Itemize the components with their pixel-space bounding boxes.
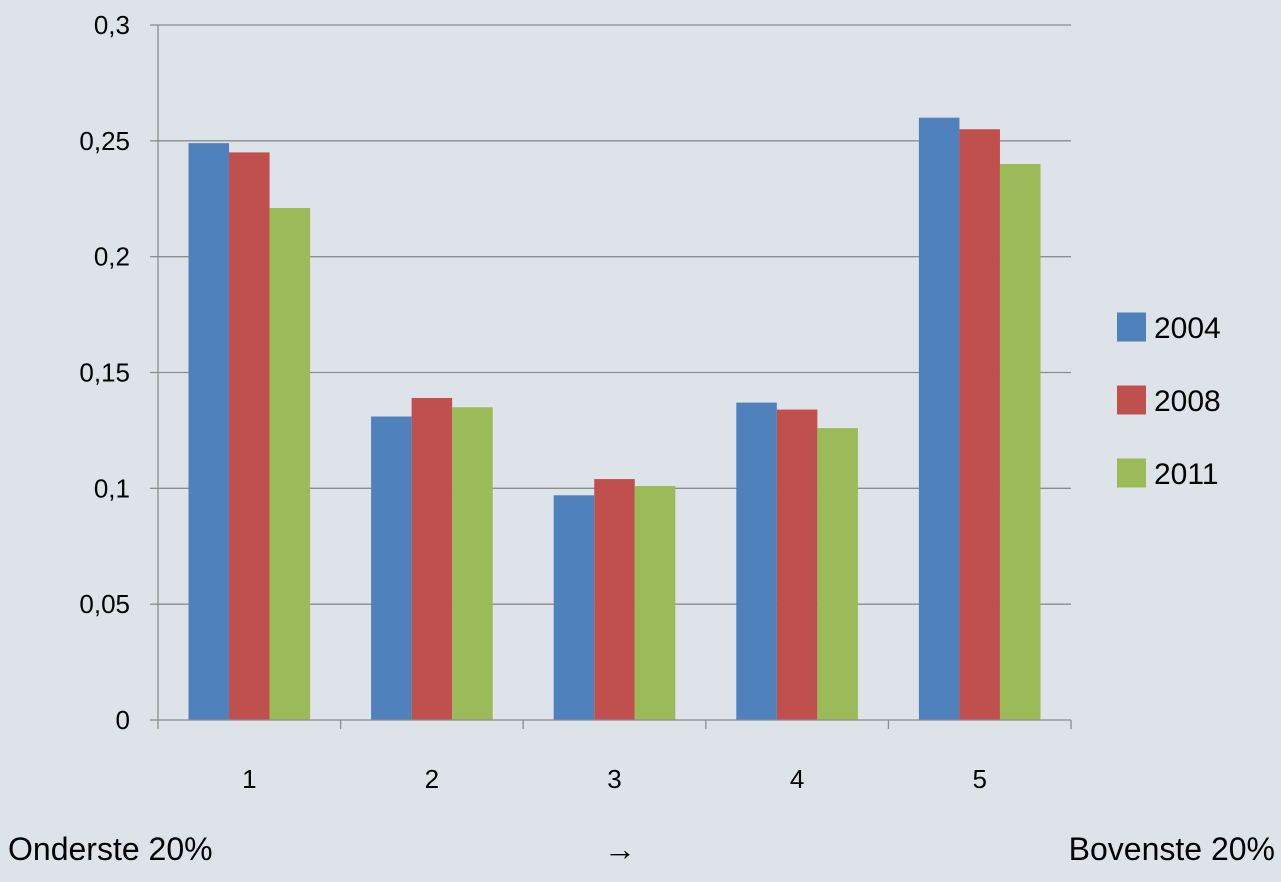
bar-2008-2 bbox=[411, 397, 453, 720]
bar-2008-4 bbox=[776, 409, 818, 720]
y-tick-label: 0 bbox=[116, 705, 130, 735]
x-tick-label: 5 bbox=[972, 764, 986, 794]
legend-swatch-2008 bbox=[1117, 385, 1146, 415]
y-tick-label: 0,3 bbox=[94, 10, 130, 40]
bar-2004-3 bbox=[553, 495, 595, 720]
x-tick-label: 3 bbox=[607, 764, 621, 794]
annotation-bottom-20: Onderste 20% bbox=[8, 831, 213, 867]
gridlines bbox=[158, 24, 1071, 605]
y-tick-label: 0,05 bbox=[79, 589, 130, 619]
bar-2011-1 bbox=[269, 208, 311, 720]
x-tick-label: 4 bbox=[790, 764, 804, 794]
bar-2011-2 bbox=[452, 407, 493, 720]
bars bbox=[188, 117, 1041, 720]
annotation-top-20: Bovenste 20% bbox=[1068, 831, 1275, 867]
axes: 0 0,05 0,1 0,15 0,2 0,25 0,3 1 2 3 4 5 bbox=[79, 10, 1072, 794]
legend: 2004 2008 2011 bbox=[1117, 312, 1221, 491]
legend-label-2008: 2008 bbox=[1154, 385, 1221, 418]
bar-2008-1 bbox=[229, 152, 270, 720]
legend-label-2004: 2004 bbox=[1154, 312, 1221, 345]
legend-swatch-2011 bbox=[1117, 458, 1146, 488]
bar-2008-5 bbox=[959, 129, 1000, 720]
bar-2004-2 bbox=[371, 416, 412, 720]
legend-swatch-2004 bbox=[1117, 312, 1146, 342]
bar-2008-3 bbox=[594, 479, 635, 720]
y-tick-label: 0,15 bbox=[79, 358, 130, 388]
bar-chart: 0 0,05 0,1 0,15 0,2 0,25 0,3 1 2 3 4 5 2004 2008 2011 bbox=[79, 10, 1221, 794]
bar-2011-4 bbox=[817, 428, 858, 720]
y-tick-label: 0,25 bbox=[79, 126, 130, 156]
x-tick-label: 2 bbox=[425, 764, 439, 794]
bar-2004-4 bbox=[736, 402, 777, 720]
bar-2004-5 bbox=[918, 117, 960, 720]
y-tick-label: 0,1 bbox=[94, 473, 130, 503]
bar-2011-5 bbox=[999, 164, 1041, 720]
legend-label-2011: 2011 bbox=[1154, 458, 1219, 491]
x-tick-label: 1 bbox=[242, 764, 256, 794]
annotation-arrow: → bbox=[604, 831, 636, 867]
y-tick-label: 0,2 bbox=[94, 242, 130, 272]
bar-2004-1 bbox=[188, 143, 230, 720]
bar-2011-3 bbox=[634, 486, 676, 720]
